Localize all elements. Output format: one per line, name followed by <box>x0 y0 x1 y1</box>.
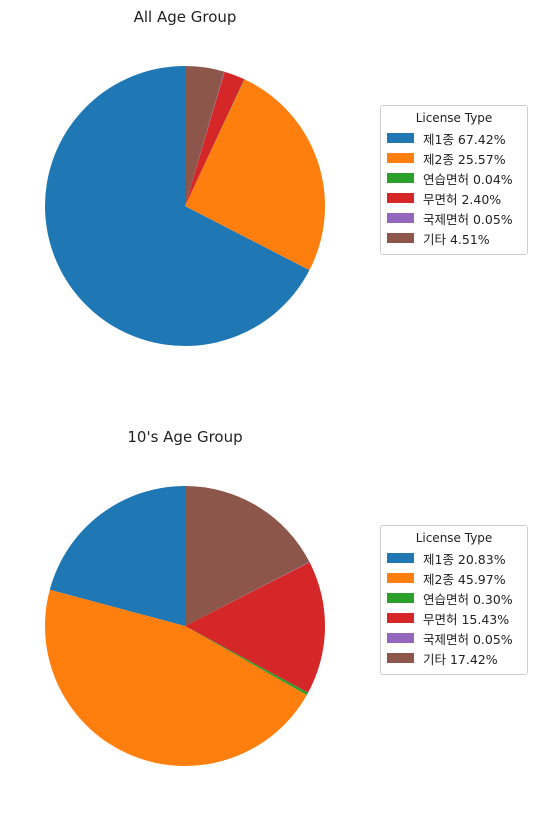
legend-title: License Type <box>415 531 493 545</box>
pie-slice-6 <box>185 66 225 206</box>
chart-title: All Age Group <box>133 8 237 26</box>
legend-label: 연습면허 0.04% <box>423 171 513 187</box>
pie-slice-4 <box>185 562 325 693</box>
legend-label: 국제면허 0.05% <box>423 211 513 227</box>
legend-item: 무면허 2.40% <box>387 188 521 208</box>
legend-item: 기타 4.51% <box>387 228 521 248</box>
legend-item: 국제면허 0.05% <box>387 628 521 648</box>
legend-item: 제1종 67.42% <box>387 128 521 148</box>
legend-swatch <box>387 193 414 203</box>
legend-swatch <box>387 133 414 143</box>
legend-label: 제2종 45.97% <box>423 571 506 587</box>
chart-panel-10s-age: 10's Age Group License Type 제1종 20.83% 제… <box>0 420 538 820</box>
legend-label: 기타 4.51% <box>423 231 490 247</box>
pie-slice-1 <box>44 66 310 347</box>
legend-swatch <box>387 213 414 223</box>
legend-label: 무면허 15.43% <box>423 611 510 627</box>
legend-swatch <box>387 613 414 623</box>
pie-slice-2 <box>44 589 307 767</box>
legend-swatch <box>387 233 414 243</box>
legend-swatch <box>387 153 414 163</box>
legend-label: 제1종 67.42% <box>423 131 506 147</box>
pie-slice-3 <box>185 79 245 206</box>
pie-slice-5 <box>185 561 310 626</box>
pie-slice-4 <box>185 71 245 206</box>
legend-swatch <box>387 573 414 583</box>
pie-slice-6 <box>185 486 310 626</box>
legend-swatch <box>387 653 414 663</box>
legend-item: 제1종 20.83% <box>387 548 521 568</box>
pie-slice-2 <box>185 79 325 271</box>
legend: License Type 제1종 67.42% 제2종 25.57% 연습면허 … <box>380 105 528 255</box>
pie-chart-all-age <box>44 66 325 347</box>
pie-slice-3 <box>185 626 309 695</box>
legend-item: 국제면허 0.05% <box>387 208 521 228</box>
legend-label: 연습면허 0.30% <box>423 591 513 607</box>
chart-title: 10's Age Group <box>127 428 243 446</box>
pie-slice-1 <box>49 486 185 626</box>
legend-item: 연습면허 0.30% <box>387 588 521 608</box>
legend-item: 제2종 25.57% <box>387 148 521 168</box>
legend-item: 무면허 15.43% <box>387 608 521 628</box>
legend: License Type 제1종 20.83% 제2종 45.97% 연습면허 … <box>380 525 528 675</box>
legend-label: 제2종 25.57% <box>423 151 506 167</box>
legend-label: 국제면허 0.05% <box>423 631 513 647</box>
legend-swatch <box>387 633 414 643</box>
pie-slice-5 <box>185 71 225 207</box>
legend-item: 기타 17.42% <box>387 648 521 668</box>
legend-swatch <box>387 553 414 563</box>
chart-panel-all-age: All Age Group License Type 제1종 67.42% 제2… <box>0 0 538 400</box>
legend-swatch <box>387 173 414 183</box>
legend-item: 연습면허 0.04% <box>387 168 521 188</box>
legend-label: 무면허 2.40% <box>423 191 502 207</box>
legend-label: 기타 17.42% <box>423 651 498 667</box>
pie-chart-10s-age <box>44 486 325 767</box>
legend-label: 제1종 20.83% <box>423 551 506 567</box>
legend-item: 제2종 45.97% <box>387 568 521 588</box>
legend-title: License Type <box>415 111 493 125</box>
legend-swatch <box>387 593 414 603</box>
